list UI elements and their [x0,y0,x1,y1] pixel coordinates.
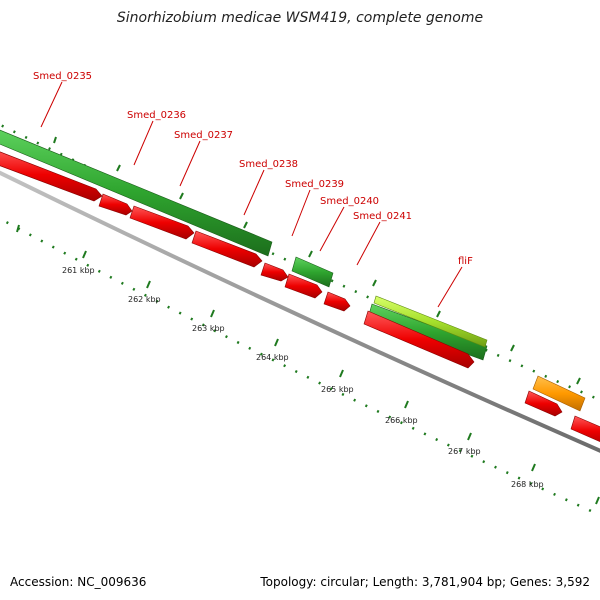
cds-arrow[interactable] [260,262,289,282]
cds-track [0,148,600,446]
scale-label-265: 265 kbp [321,385,354,394]
scale-label-264: 264 kbp [256,353,289,362]
gene-label-smed-0240[interactable]: Smed_0240 [320,196,379,207]
gene-label-smed-0241[interactable]: Smed_0241 [353,211,412,222]
gene-labels: Smed_0235 Smed_0236 Smed_0237 Smed_0238 … [33,71,473,267]
accession-value: NC_009636 [77,575,147,589]
gene-label-smed-0235[interactable]: Smed_0235 [33,71,92,82]
genome-stats: Topology: circular; Length: 3,781,904 bp… [260,575,590,589]
scale-label-267: 267 kbp [448,447,481,456]
outer-major-ticks [53,136,581,385]
scale-label-266: 266 kbp [385,416,418,425]
scale-label-263: 263 kbp [192,324,225,333]
gene-callout-lines [40,81,463,308]
cds-arrow[interactable] [363,310,475,369]
gene-track [0,126,586,412]
cds-arrow[interactable] [129,205,195,240]
cds-arrow[interactable] [570,415,600,446]
inner-major-ticks [16,224,600,505]
gene-label-smed-0236[interactable]: Smed_0236 [127,110,186,121]
genome-title: Sinorhizobium medicae WSM419, complete g… [116,10,484,26]
gene-label-smed-0239[interactable]: Smed_0239 [285,179,344,190]
accession-label: Accession: [10,575,74,589]
scale-label-262: 262 kbp [128,295,161,304]
gene-bar-fliF[interactable] [373,295,488,348]
genome-map[interactable]: 261 kbp 262 kbp 263 kbp 264 kbp 265 kbp … [0,0,600,570]
cds-arrow[interactable] [0,148,103,202]
cds-arrow[interactable] [191,230,263,268]
cds-arrow[interactable] [323,291,351,312]
gene-label-flif[interactable]: fliF [458,256,473,267]
cds-arrow[interactable] [284,273,323,299]
gene-bar[interactable] [291,256,334,288]
scale-label-261: 261 kbp [62,266,95,275]
gene-bar[interactable] [0,126,273,257]
genome-backbone [0,170,600,453]
cds-arrow[interactable] [98,193,133,216]
cds-arrow[interactable] [524,390,563,417]
gene-label-smed-0238[interactable]: Smed_0238 [239,159,298,170]
accession-info: Accession: NC_009636 [10,575,146,589]
gene-bar[interactable] [532,375,586,412]
gene-label-smed-0237[interactable]: Smed_0237 [174,130,233,141]
scale-label-268: 268 kbp [511,480,544,489]
scale-labels: 261 kbp 262 kbp 263 kbp 264 kbp 265 kbp … [62,266,544,489]
